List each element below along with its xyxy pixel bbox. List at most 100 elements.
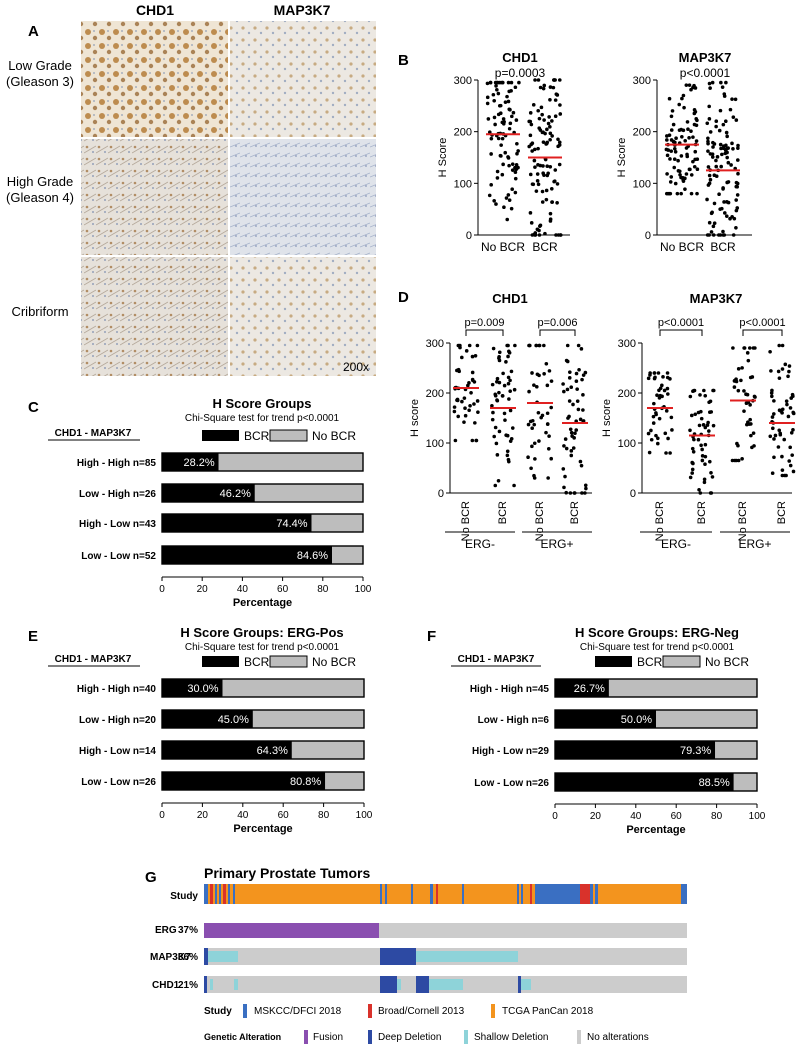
data-point — [537, 373, 541, 378]
legend-label-no-bcr: No BCR — [312, 655, 356, 669]
panel-a-letter: A — [28, 23, 39, 40]
panel-f-letter: F — [427, 628, 436, 645]
data-point — [672, 157, 677, 162]
data-point — [473, 353, 478, 358]
x-tick-label: 100 — [356, 810, 373, 821]
data-point — [550, 134, 554, 138]
study-track-block — [462, 884, 464, 904]
x-category-label: No BCR — [737, 501, 749, 541]
data-point — [545, 411, 550, 416]
data-point — [538, 128, 543, 132]
data-point — [540, 413, 545, 418]
data-point — [778, 432, 783, 437]
x-tick-label: 0 — [159, 584, 165, 595]
data-point — [548, 124, 552, 129]
data-point — [732, 385, 737, 389]
data-point — [526, 455, 530, 460]
chd1-shallow-deletion — [210, 979, 213, 990]
data-point — [569, 453, 574, 458]
study-track-block — [380, 884, 382, 904]
data-point — [689, 129, 693, 133]
data-point — [505, 449, 510, 454]
chart-subtitle: Chi-Square test for trend p<0.0001 — [580, 642, 735, 653]
data-point — [574, 379, 579, 384]
data-point — [533, 78, 537, 82]
chart-subtitle: Chi-Square test for trend p<0.0001 — [185, 413, 340, 424]
row-label-high-grade-2: (Gleason 4) — [6, 190, 74, 205]
data-point — [529, 466, 533, 471]
data-point — [534, 343, 539, 348]
data-point — [530, 444, 534, 449]
data-point — [694, 123, 699, 128]
bar-no-bcr — [218, 453, 363, 471]
data-point — [708, 130, 713, 134]
data-point — [487, 130, 492, 135]
row-category-label: Low - High n=20 — [79, 715, 156, 726]
bar-value-label: 50.0% — [621, 714, 652, 726]
data-point — [724, 80, 728, 85]
data-point — [526, 422, 531, 427]
legend-label-bcr: BCR — [637, 655, 663, 669]
data-point — [751, 431, 756, 435]
data-point — [744, 401, 749, 405]
data-point — [495, 398, 499, 402]
data-point — [493, 122, 497, 127]
data-point — [722, 92, 727, 96]
data-point — [564, 446, 569, 451]
data-point — [557, 140, 562, 145]
panel-g: Primary Prostate Tumors Study ERG 37% MA… — [150, 865, 687, 1044]
ihc-image-map3k7-high-grade — [230, 139, 376, 255]
x-tick-label: 40 — [237, 810, 249, 821]
data-point — [497, 429, 502, 434]
data-point — [504, 360, 508, 364]
data-point — [528, 211, 533, 215]
data-point — [724, 130, 729, 135]
data-point — [503, 150, 508, 155]
data-point — [540, 200, 545, 204]
ihc-image-chd1-cribriform — [81, 257, 228, 376]
data-point — [503, 418, 507, 422]
bar-value-label: 74.4% — [276, 518, 307, 530]
data-point — [506, 375, 511, 380]
data-point — [697, 423, 702, 428]
data-point — [702, 388, 706, 393]
data-point — [664, 409, 669, 413]
study-track-block — [595, 884, 598, 904]
data-point — [770, 394, 774, 399]
data-point — [455, 398, 459, 402]
data-point — [748, 403, 752, 407]
chart-title: H Score Groups: ERG-Neg — [575, 625, 739, 640]
data-point — [700, 458, 705, 463]
data-point — [768, 434, 773, 439]
data-point — [505, 94, 509, 99]
data-point — [718, 233, 723, 237]
legend-swatch-no-bcr — [662, 655, 701, 668]
data-point — [498, 111, 503, 115]
data-point — [711, 145, 715, 149]
data-point — [669, 175, 674, 179]
data-point — [570, 434, 574, 438]
data-point — [513, 190, 518, 195]
legend-label-noalt: No alterations — [587, 1032, 649, 1043]
data-point — [530, 371, 534, 375]
data-point — [536, 146, 540, 151]
row-category-label: Low - Low n=26 — [81, 777, 156, 788]
data-point — [665, 172, 669, 176]
data-point — [510, 168, 515, 172]
data-point — [540, 112, 544, 117]
data-point — [666, 392, 670, 396]
data-point — [487, 193, 492, 198]
y-tick-label: 100 — [618, 438, 636, 450]
data-point — [573, 431, 577, 436]
data-point — [679, 191, 683, 196]
data-point — [669, 128, 674, 132]
data-point — [666, 148, 671, 152]
legend-label-fusion: Fusion — [313, 1032, 343, 1043]
data-point — [504, 433, 508, 437]
data-point — [723, 119, 728, 124]
data-point — [707, 220, 712, 225]
data-point — [514, 167, 518, 172]
data-point — [702, 480, 707, 485]
data-point — [456, 414, 461, 419]
